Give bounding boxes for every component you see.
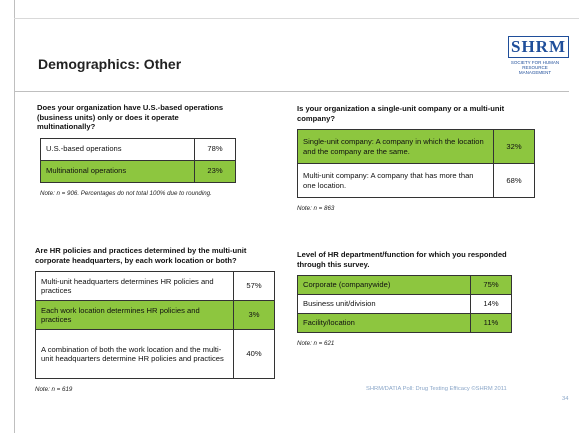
footer-source: SHRM/DATIA Poll: Drug Testing Efficacy ©… <box>366 386 507 392</box>
question-block: Does your organization have U.S.-based o… <box>37 103 236 198</box>
question: Are HR policies and practices determined… <box>35 246 247 265</box>
answer-row: Each work location determines HR policie… <box>35 300 275 330</box>
answer-value: 32% <box>493 129 535 164</box>
table-body: Corporate (companywide) 75% Business unit/… <box>297 275 512 333</box>
answer-label: Multi-unit company: A company that has m… <box>297 163 494 198</box>
answer-label: U.S.-based operations <box>40 137 195 161</box>
logo-mark: SHRM <box>508 36 569 58</box>
answer-value: 75% <box>470 275 512 295</box>
answer-value: 11% <box>470 313 512 333</box>
header-rule <box>14 91 569 92</box>
table-body: Single-unit company: A company in which … <box>297 129 535 198</box>
answer-row: Corporate (companywide) 75% <box>297 275 512 295</box>
question: Does your organization have U.S.-based o… <box>37 103 224 131</box>
note: Note: n = 906. Percentages do not total … <box>40 189 212 197</box>
answer-table: Corporate (companywide) 75% Business unit/… <box>297 275 512 333</box>
answer-value: 23% <box>194 159 236 183</box>
note: Note: n = 621 <box>297 340 335 347</box>
question: Is your organization a single-unit compa… <box>297 104 505 123</box>
answer-label: Corporate (companywide) <box>297 275 471 295</box>
table-body: Multi-unit headquarters determines HR po… <box>35 271 275 379</box>
answer-table: Single-unit company: A company in which … <box>297 129 535 198</box>
answer-row: Facility/location 11% <box>297 313 512 333</box>
answer-label: Facility/location <box>297 313 471 333</box>
answer-row: Single-unit company: A company in which … <box>297 129 535 164</box>
frame-line <box>14 0 15 433</box>
answer-row: Multi-unit headquarters determines HR po… <box>35 271 275 301</box>
question-block: Is your organization a single-unit compa… <box>297 104 535 213</box>
answer-row: Multinational operations 23% <box>40 159 236 183</box>
answer-label: Business unit/division <box>297 294 471 314</box>
answer-value: 57% <box>233 271 275 301</box>
page-number: 34 <box>562 396 569 402</box>
table-body: U.S.-based operations 78% Multinational op… <box>40 137 236 183</box>
answer-row: Business unit/division 14% <box>297 294 512 314</box>
answer-label: Each work location determines HR policie… <box>35 300 234 330</box>
answer-label: Multi-unit headquarters determines HR po… <box>35 271 234 301</box>
answer-value: 68% <box>493 163 535 198</box>
answer-value: 3% <box>233 300 275 330</box>
question-block: Level of HR department/function for whic… <box>297 250 512 348</box>
answer-value: 40% <box>233 329 275 379</box>
answer-table: U.S.-based operations 78% Multinational op… <box>40 137 236 183</box>
answer-row: A combination of both the work location … <box>35 329 275 379</box>
note: Note: n = 863 <box>297 205 335 212</box>
answer-row: Multi-unit company: A company that has m… <box>297 163 535 198</box>
answer-label: Single-unit company: A company in which … <box>297 129 494 164</box>
question-block: Are HR policies and practices determined… <box>35 246 275 394</box>
logo: SHRM Society for Human Resource Manageme… <box>508 36 569 75</box>
answer-value: 78% <box>194 137 236 161</box>
question: Level of HR department/function for whic… <box>297 250 507 269</box>
answer-value: 14% <box>470 294 512 314</box>
answer-label: Multinational operations <box>40 159 195 183</box>
frame-line <box>14 18 579 19</box>
answer-label: A combination of both the work location … <box>35 329 234 379</box>
slide-title: Demographics: Other <box>38 56 182 72</box>
logo-subtitle: Society for Human Resource Management <box>510 60 560 75</box>
answer-table: Multi-unit headquarters determines HR po… <box>35 271 275 379</box>
answer-row: U.S.-based operations 78% <box>40 137 236 161</box>
note: Note: n = 619 <box>35 386 73 393</box>
